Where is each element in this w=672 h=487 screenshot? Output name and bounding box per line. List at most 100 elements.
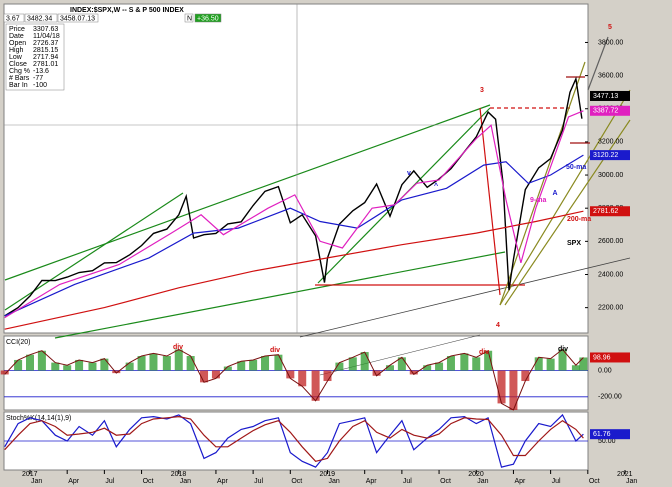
value-flag-label: 2781.62 [593,208,618,215]
y-tick-label: 2200.00 [598,304,623,311]
info-box [5,23,65,91]
trend-line [4,104,491,281]
x-tick-label: Apr [366,478,378,485]
x-tick-label: Jul [552,478,561,485]
cci-bar [409,370,418,375]
value-flag [590,429,630,440]
header-box [184,13,194,23]
info-value: -100 [33,82,47,89]
cci-bar [385,365,394,371]
info-value: 2815.15 [33,47,58,54]
series-label: SPX [567,240,581,247]
trend-line [499,61,586,306]
cci-bar [546,358,555,371]
cci-bar [497,370,506,404]
cci-bar [249,359,258,371]
stoch-line [4,413,584,468]
trend-line [499,89,631,306]
x-tick-label: Jul [254,478,263,485]
header-box [24,13,58,23]
x-tick-label: Oct [291,478,302,485]
info-value: -13.6 [33,68,49,75]
cci-bar [174,349,183,371]
header-box [57,13,99,23]
cci-bar [460,353,469,371]
cci-bar [472,357,481,371]
trend-line [319,334,481,376]
x-tick-label: Jan [626,478,637,485]
chart-title: INDEX:$SPX,W -- S & P 500 INDEX [70,7,184,14]
value-flag-label: 3387.72 [593,108,618,115]
cci-bar [223,366,232,371]
info-value: 2781.01 [33,61,58,68]
cci-bar [37,350,46,371]
annotation: A [552,190,557,197]
value-flag [590,352,630,363]
info-value: 2717.94 [33,54,58,61]
annotation: 5 [608,24,612,31]
cci-bar [162,356,171,371]
cci-bar [311,370,320,401]
annotation: div [173,344,183,351]
trend-line [299,257,631,338]
x-year-label: 2019 [320,471,336,478]
series-line [4,110,584,319]
annotation: 4 [496,322,500,329]
cci-bar [14,359,23,371]
cci-bar [372,370,381,376]
cci-bar [0,370,9,375]
cci-panel [3,335,589,411]
cci-bar [137,356,146,371]
arrow [587,36,609,91]
cci-bar [211,370,220,379]
value-flag-label: 98.96 [593,354,611,361]
x-tick-label: Oct [589,478,600,485]
info-label: # Bars [9,75,30,82]
panel-title: CCI(20) [6,339,31,346]
y-tick-label: 0.00 [598,367,612,374]
x-tick-label: Apr [514,478,526,485]
info-value: -77 [33,75,43,82]
cci-bar [298,370,307,387]
value-flag [590,105,630,116]
header-text: 3482.34 [27,15,52,22]
value-flag-label: 3120.22 [593,152,618,159]
x-tick-label: Jan [31,478,42,485]
y-tick-label: -200.00 [598,394,622,401]
y-tick-label: 3600.00 [598,72,623,79]
x-tick-label: Jan [477,478,488,485]
cci-bar [579,357,588,371]
header-text: N [187,15,192,22]
info-value: 3307.63 [33,26,58,33]
header-text: 3458.07.13 [60,15,95,22]
y-tick-label: 3000.00 [598,172,623,179]
value-flag-label: 61.76 [593,431,611,438]
y-tick-label: 3800.00 [598,39,623,46]
cci-bar [534,357,543,371]
cci-bar [558,349,567,371]
x-tick-label: Jan [180,478,191,485]
y-tick-label: 3200.00 [598,139,623,146]
annotation: div [558,346,568,353]
cci-bar [286,370,295,379]
cci-line [4,348,584,411]
x-tick-label: Oct [440,478,451,485]
info-value: 2726.37 [33,40,58,47]
cci-bar [112,370,121,374]
cci-bar [186,356,195,371]
annotation: div [479,349,489,356]
cci-bar [125,362,134,371]
x-year-label: 2021 [617,471,633,478]
series-label: 9-ma [530,197,546,204]
y-tick-label: 50.00 [598,438,616,445]
header-text: +36.50 [197,15,219,22]
annotation: ^ [434,182,438,190]
value-flag-label: 3477.13 [593,93,618,100]
cci-bar [75,359,84,371]
info-label: Chg % [9,68,30,75]
cci-bar [274,354,283,371]
stoch-line [4,415,584,462]
cci-bar [348,357,357,371]
x-tick-label: Jul [105,478,114,485]
